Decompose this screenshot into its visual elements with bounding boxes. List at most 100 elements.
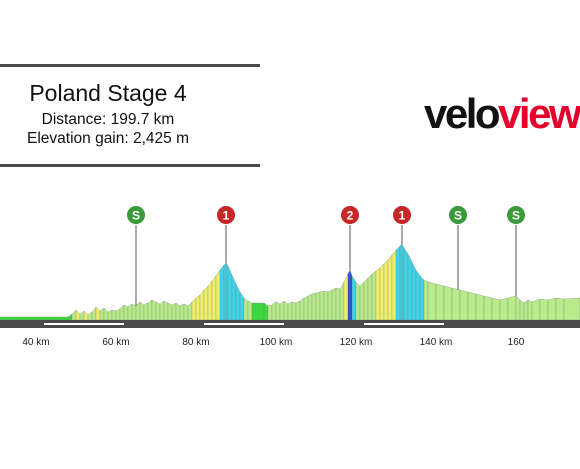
profile-segment bbox=[319, 290, 325, 321]
profile-segment bbox=[343, 273, 349, 321]
profile-segment bbox=[271, 301, 277, 321]
profile-segment bbox=[307, 293, 313, 321]
profile-segment bbox=[451, 287, 461, 321]
profile-segment bbox=[295, 300, 301, 321]
profile-segment bbox=[383, 259, 389, 321]
profile-segment bbox=[395, 245, 401, 321]
profile-segment bbox=[111, 309, 117, 321]
marker-circle bbox=[506, 205, 526, 225]
profile-segment bbox=[401, 243, 405, 321]
profile-segment bbox=[211, 275, 217, 321]
profile-segment bbox=[291, 301, 297, 321]
road-dash bbox=[204, 323, 284, 325]
profile-segment bbox=[225, 262, 229, 321]
profile-segment bbox=[279, 300, 285, 321]
x-tick-label: 60 km bbox=[102, 337, 129, 348]
profile-segment bbox=[71, 309, 77, 321]
sprint-marker: S bbox=[126, 205, 146, 306]
x-axis-ticks: 40 km 60 km 80 km 100 km 120 km 140 km 160 bbox=[22, 337, 524, 348]
x-tick-label: 160 bbox=[508, 337, 525, 348]
sprint-marker: S bbox=[506, 205, 526, 296]
road-strip bbox=[0, 320, 580, 328]
logo-view: view bbox=[498, 90, 580, 137]
profile-segment bbox=[215, 269, 221, 321]
profile-segment bbox=[411, 261, 417, 321]
marker-circle bbox=[216, 205, 236, 225]
profile-segment bbox=[223, 262, 227, 321]
profile-segment bbox=[107, 309, 113, 321]
profile-segment bbox=[91, 306, 97, 321]
profile-segment bbox=[83, 310, 89, 321]
profile-segment bbox=[195, 294, 201, 321]
profile-segment bbox=[171, 302, 177, 321]
marker-label: S bbox=[132, 209, 140, 223]
profile-segment bbox=[95, 306, 101, 321]
veloviewer-logo: veloview bbox=[424, 90, 580, 138]
road-dash bbox=[364, 323, 444, 325]
profile-segment bbox=[519, 299, 525, 321]
profile-segment bbox=[231, 274, 237, 321]
profile-segment bbox=[467, 291, 477, 321]
profile-segment bbox=[287, 301, 293, 321]
profile-segment bbox=[483, 295, 493, 321]
marker-circle bbox=[448, 205, 468, 225]
profile-segment bbox=[299, 297, 305, 321]
profile-segment bbox=[349, 269, 353, 321]
profile-segment bbox=[275, 301, 281, 321]
profile-segment bbox=[311, 292, 317, 321]
profile-segment bbox=[135, 301, 141, 321]
profile-segment bbox=[151, 299, 157, 321]
profile-segment bbox=[391, 249, 397, 321]
profile-segment bbox=[247, 300, 253, 321]
profile-segment bbox=[491, 297, 501, 321]
profile-segment bbox=[323, 290, 329, 321]
profile-segment bbox=[435, 283, 445, 321]
kom-marker: 1 bbox=[392, 205, 412, 244]
profile-segment bbox=[203, 285, 209, 321]
profile-segment bbox=[147, 299, 153, 321]
profile-segment bbox=[475, 293, 485, 321]
profile-segment bbox=[199, 289, 205, 321]
profile-segment bbox=[227, 265, 233, 321]
profile-segment bbox=[283, 300, 289, 321]
profile-segment bbox=[175, 302, 181, 321]
x-tick-label: 120 km bbox=[340, 337, 373, 348]
x-tick-label: 140 km bbox=[420, 337, 453, 348]
marker-circle bbox=[340, 205, 360, 225]
profile-segment bbox=[555, 297, 565, 321]
profile-segment bbox=[335, 287, 341, 321]
sprint-marker: S bbox=[448, 205, 468, 290]
profile-segment bbox=[531, 298, 541, 321]
profile-segment bbox=[331, 287, 337, 321]
marker-label: S bbox=[454, 209, 462, 223]
profile-segment bbox=[423, 279, 429, 321]
profile-segment bbox=[243, 297, 249, 321]
profile-segment bbox=[235, 283, 241, 321]
profile-segment bbox=[415, 269, 421, 321]
profile-segment bbox=[379, 263, 385, 321]
profile-segment bbox=[79, 310, 85, 321]
profile-segment bbox=[427, 281, 437, 321]
profile-segment bbox=[267, 304, 273, 321]
profile-segment bbox=[315, 291, 321, 321]
profile-segment bbox=[351, 275, 357, 321]
marker-label: S bbox=[512, 209, 520, 223]
profile-segment bbox=[239, 291, 245, 321]
marker-circle bbox=[392, 205, 412, 225]
profile-segment bbox=[67, 313, 73, 321]
profile-segment bbox=[103, 307, 109, 321]
marker-label: 2 bbox=[347, 209, 354, 223]
climb-markers: S 1 2 1 S S bbox=[126, 205, 526, 306]
profile-segment bbox=[167, 302, 173, 321]
kom-marker: 1 bbox=[216, 205, 236, 263]
profile-segment bbox=[387, 254, 393, 321]
profile-segment bbox=[507, 295, 517, 321]
profile-segment bbox=[87, 311, 93, 321]
profile-segment bbox=[563, 297, 580, 321]
profile-segment bbox=[339, 281, 345, 321]
profile-segment bbox=[327, 289, 333, 321]
profile-segment bbox=[403, 247, 409, 321]
profile-segment bbox=[515, 295, 521, 321]
logo-velo: velo bbox=[424, 90, 501, 137]
x-tick-label: 80 km bbox=[182, 337, 209, 348]
